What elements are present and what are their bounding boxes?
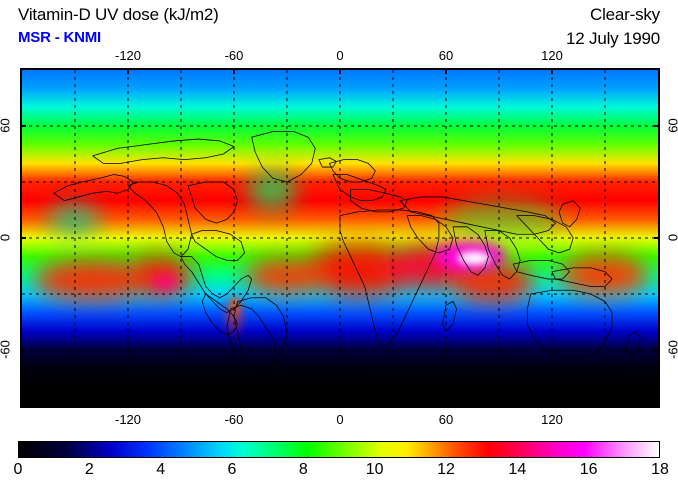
colorbar-label-18: 18 [651,461,669,478]
x-axis-label-top--120: -120 [114,48,142,63]
y-axis-label-right-60: 60 [665,118,678,133]
x-tick-120 [551,402,553,408]
y-tick-0 [20,237,26,239]
x-axis-label-bottom-120: 120 [541,412,563,427]
x-axis-label-top-60: 60 [438,48,454,63]
x-tick--120 [127,68,129,74]
x-tick-0 [339,68,341,74]
colorbar-label-12: 12 [437,461,455,478]
x-tick-120 [551,68,553,74]
coastline-layer [22,131,658,403]
y-tick--60 [654,349,660,351]
colorbar-label-6: 6 [227,461,237,478]
y-axis-label-left--60: -60 [0,340,13,359]
regional-anomaly-layer [34,170,648,332]
x-axis-label-bottom-60: 60 [438,412,454,427]
x-tick-60 [445,68,447,74]
colorbar [18,441,660,458]
x-tick-60 [445,402,447,408]
x-axis-label-top--60: -60 [224,48,244,63]
page-title: Vitamin-D UV dose (kJ/m2) [18,5,219,24]
x-axis-label-top-120: 120 [541,48,563,63]
map-raster [22,70,658,406]
x-axis-label-bottom-0: 0 [336,412,344,427]
date-label: 12 July 1990 [565,29,660,48]
y-tick--60 [20,349,26,351]
x-axis-label-bottom--60: -60 [224,412,244,427]
x-tick--60 [233,402,235,408]
x-tick-0 [339,402,341,408]
colorbar-label-2: 2 [84,461,94,478]
y-tick-0 [654,237,660,239]
y-axis-label-left-60: 60 [0,118,13,133]
sky-condition-label: Clear-sky [590,5,660,24]
y-tick-60 [20,125,26,127]
colorbar-label-14: 14 [508,461,527,478]
graticule-grid [22,70,658,406]
x-tick--120 [127,402,129,408]
world-map-panel [20,68,660,408]
colorbar-label-8: 8 [298,461,308,478]
y-tick-60 [654,125,660,127]
colorbar-label-10: 10 [365,461,384,478]
colorbar-label-4: 4 [156,461,166,478]
y-axis-label-right-0: 0 [666,218,678,258]
x-axis-label-top-0: 0 [336,48,344,63]
data-source-label: MSR - KNMI [18,29,101,46]
x-axis-label-bottom--120: -120 [114,412,142,427]
y-axis-label-left-0: 0 [0,218,13,258]
colorbar-label-16: 16 [579,461,598,478]
colorbar-gradient [19,442,659,457]
x-tick--60 [233,68,235,74]
y-axis-label-right--60: -60 [665,340,678,359]
colorbar-label-0: 0 [13,461,23,478]
